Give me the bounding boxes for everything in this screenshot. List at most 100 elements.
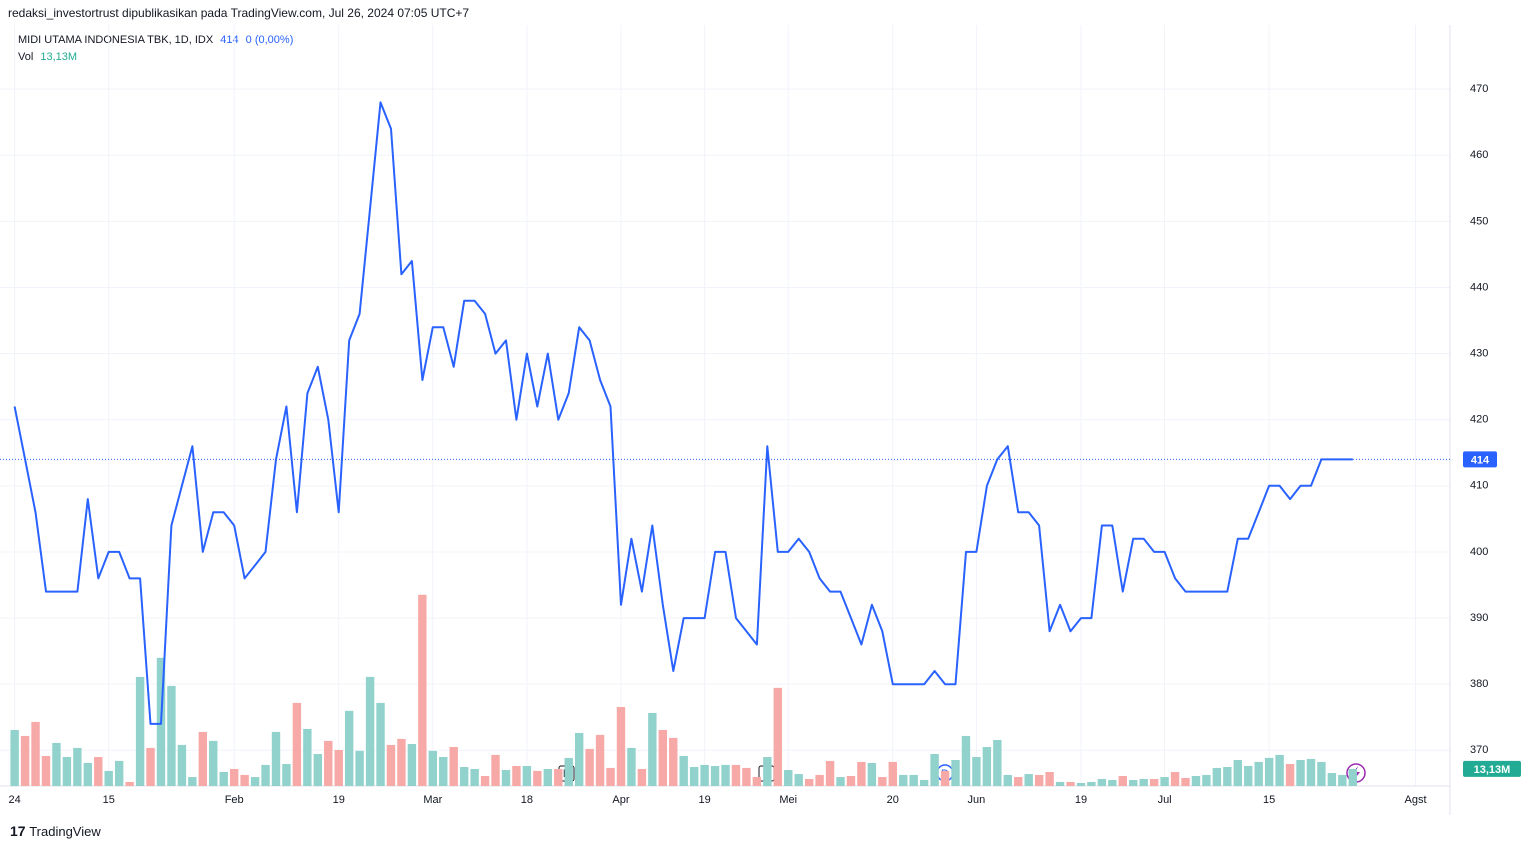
- volume-bar: [125, 781, 134, 786]
- volume-bar: [637, 768, 647, 786]
- volume-bar: [52, 742, 61, 786]
- volume-bar: [334, 749, 343, 786]
- volume-bar: [773, 687, 782, 786]
- volume-bar: [700, 764, 709, 786]
- volume-bar: [292, 702, 302, 786]
- volume-bar: [1097, 778, 1107, 786]
- volume-name: Vol: [18, 51, 34, 63]
- volume-bar: [365, 676, 375, 786]
- volume-bar: [439, 757, 448, 786]
- x-tick-label: Apr: [612, 794, 629, 806]
- volume-bar: [177, 744, 187, 786]
- volume-bar: [62, 757, 72, 786]
- volume-bar: [658, 729, 667, 786]
- volume-bar: [1076, 783, 1086, 786]
- volume-bar: [930, 754, 939, 786]
- y-tick-label: 380: [1470, 678, 1488, 690]
- volume-bar: [648, 712, 657, 786]
- volume-bar: [397, 738, 406, 786]
- volume-bar: [1108, 780, 1117, 786]
- volume-bar: [763, 757, 772, 786]
- volume-bar: [1024, 774, 1033, 786]
- volume-bar: [564, 757, 573, 786]
- volume-bar: [303, 728, 312, 786]
- volume-bar: [1066, 781, 1075, 786]
- volume-bar: [250, 777, 260, 786]
- volume-bar: [1244, 765, 1253, 786]
- y-tick-label: 460: [1470, 149, 1488, 161]
- legend-price: MIDI UTAMA INDONESIA TBK, 1D, IDX 414 0 …: [18, 34, 293, 46]
- volume-bar: [1296, 760, 1305, 786]
- volume-bar: [616, 706, 626, 786]
- volume-bar: [794, 774, 803, 786]
- volume-bar: [1139, 778, 1148, 786]
- y-tick-label: 410: [1470, 480, 1488, 492]
- volume-bar: [324, 740, 333, 786]
- volume-bar: [972, 757, 981, 786]
- legend-volume: Vol 13,13M: [18, 51, 77, 63]
- volume-bar: [209, 740, 218, 786]
- volume-bar: [543, 768, 553, 786]
- volume-bar: [878, 777, 887, 786]
- volume-bar: [501, 770, 511, 786]
- price-line: [13, 101, 1353, 725]
- volume-bar: [344, 710, 354, 786]
- volume-bar: [1129, 780, 1138, 786]
- volume-bar: [261, 764, 270, 786]
- volume-bar: [846, 775, 856, 786]
- volume-bar: [407, 744, 417, 786]
- volume-bar: [229, 768, 239, 786]
- volume-bar: [815, 774, 824, 786]
- volume-bar: [1212, 767, 1222, 786]
- grid: [0, 25, 1450, 786]
- volume-last: 13,13M: [40, 51, 78, 63]
- volume-bar: [899, 774, 908, 786]
- volume-bar: [533, 770, 542, 786]
- volume-bar: [857, 761, 866, 786]
- volume-bar: [167, 685, 176, 786]
- x-tick-label: Jun: [968, 794, 986, 806]
- x-tick-label: Jul: [1158, 794, 1172, 806]
- y-tick-label: 400: [1470, 546, 1488, 558]
- volume-bar: [961, 735, 971, 786]
- volume-bar: [313, 754, 323, 786]
- publisher-line: redaksi_investortrust dipublikasikan pad…: [8, 6, 470, 20]
- volume-bar: [114, 760, 124, 786]
- volume-bar: [470, 768, 479, 786]
- volume-bar: [1118, 775, 1127, 786]
- volume-bar: [1055, 781, 1065, 786]
- volume-bar: [282, 764, 291, 786]
- volume-bar: [951, 760, 960, 786]
- x-tick-label: 24: [9, 794, 21, 806]
- volume-bar: [784, 770, 793, 786]
- volume-bar: [1045, 771, 1054, 786]
- volume-bar: [982, 747, 992, 786]
- volume-bar: [31, 721, 40, 786]
- last-price-badge: [1463, 451, 1497, 468]
- volume-bar: [919, 780, 929, 786]
- volume-bar: [825, 760, 835, 786]
- volume-bar: [867, 762, 877, 786]
- volume-bar: [188, 777, 197, 786]
- volume-bar: [271, 731, 281, 786]
- volume-bar: [1348, 768, 1357, 786]
- volume-bar: [198, 731, 208, 786]
- volume-bar: [1233, 760, 1242, 786]
- volume-bar: [669, 737, 678, 786]
- x-tick-label: 19: [698, 794, 710, 806]
- volume-bar: [1087, 781, 1096, 786]
- x-tick-label: 20: [887, 794, 899, 806]
- x-tick-label: Mar: [423, 794, 442, 806]
- volume-badge: [1463, 760, 1521, 777]
- x-tick-label: 19: [333, 794, 345, 806]
- volume-bar: [480, 775, 490, 786]
- x-tick-label: Mei: [779, 794, 797, 806]
- volume-bar: [146, 747, 155, 786]
- x-tick-label: 19: [1075, 794, 1087, 806]
- volume-bar: [836, 777, 845, 786]
- volume-bar: [1160, 777, 1169, 786]
- volume-bar: [20, 735, 30, 786]
- brand-name: TradingView: [29, 824, 101, 839]
- volume-bar: [721, 764, 730, 786]
